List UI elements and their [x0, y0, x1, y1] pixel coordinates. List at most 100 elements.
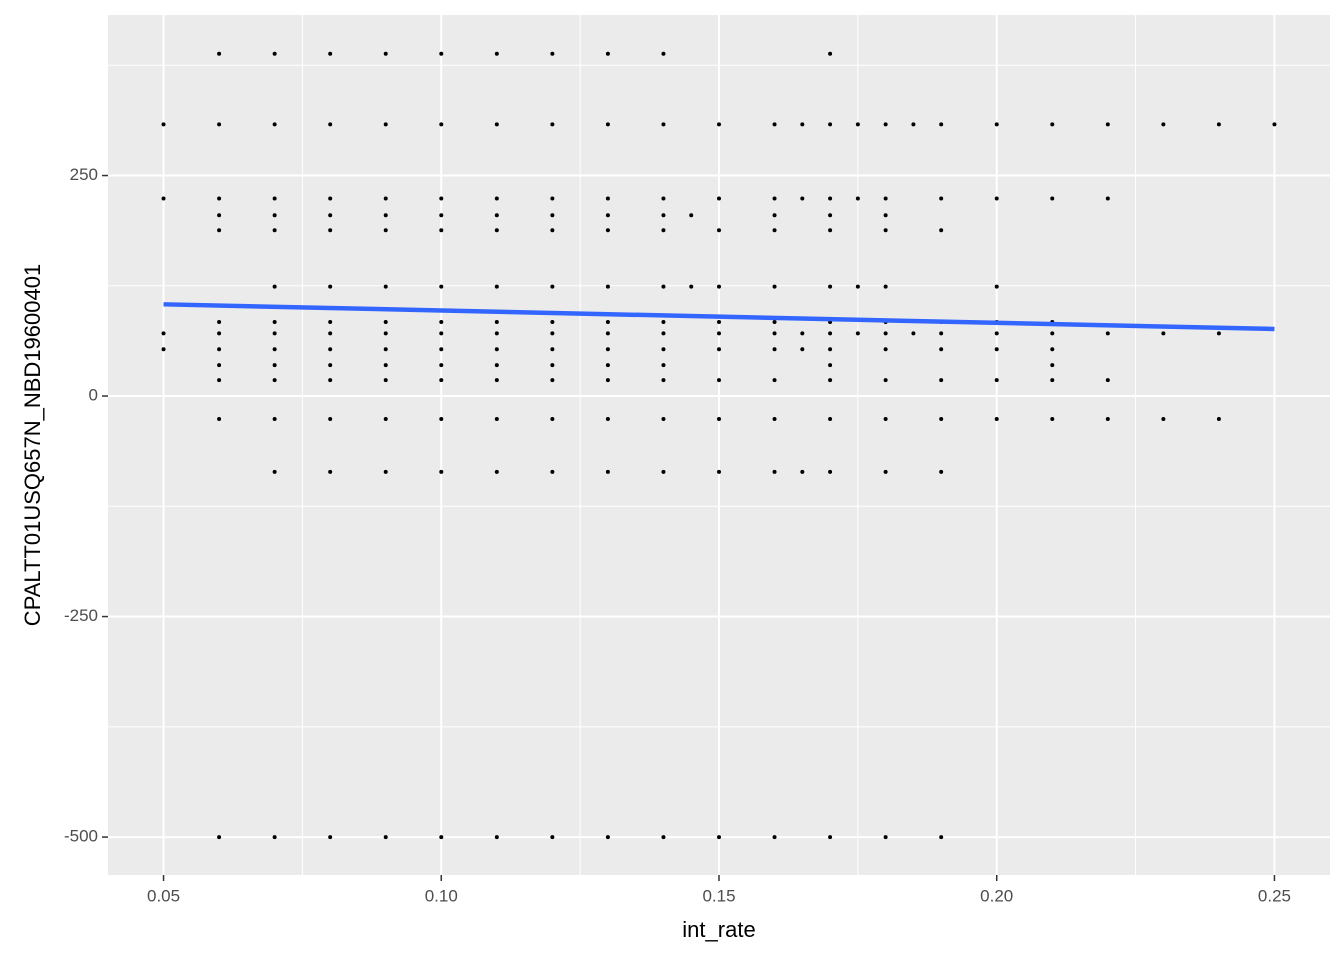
point [217, 363, 222, 368]
point [772, 469, 777, 474]
point [439, 196, 444, 201]
point [328, 122, 333, 127]
point [883, 213, 888, 218]
point [272, 51, 277, 56]
point [605, 835, 610, 840]
y-tick-label: -250 [64, 606, 98, 625]
point [328, 213, 333, 218]
point [383, 284, 388, 289]
point [1105, 378, 1110, 383]
point [772, 319, 777, 324]
point [439, 469, 444, 474]
point [828, 228, 833, 233]
point [883, 196, 888, 201]
point [1105, 196, 1110, 201]
trend-line [163, 302, 1275, 332]
point [855, 331, 860, 336]
point [439, 213, 444, 218]
point [550, 469, 555, 474]
point [717, 378, 721, 383]
point [272, 347, 277, 352]
point [383, 331, 388, 336]
point [828, 284, 833, 289]
point [800, 196, 805, 201]
point [494, 284, 499, 289]
point [994, 378, 999, 383]
point [661, 284, 666, 289]
point [272, 228, 277, 233]
point [939, 122, 944, 127]
point [272, 196, 277, 201]
point [772, 228, 777, 233]
point [772, 378, 777, 383]
point [494, 51, 499, 56]
point [1050, 347, 1055, 352]
point [550, 416, 555, 421]
point [828, 122, 833, 127]
point [661, 319, 666, 324]
point [1105, 122, 1110, 127]
point [494, 122, 499, 127]
point [661, 835, 666, 840]
point [605, 213, 610, 218]
point [828, 196, 833, 201]
point [272, 835, 277, 840]
point [439, 51, 444, 56]
point [661, 196, 666, 201]
point [272, 416, 277, 421]
point [661, 416, 666, 421]
point [661, 51, 666, 56]
point [994, 122, 999, 127]
point [605, 284, 610, 289]
y-axis-title: CPALTT01USQ657N_NBD19600401 [20, 264, 45, 626]
point [717, 319, 721, 324]
point [855, 284, 860, 289]
point [494, 416, 499, 421]
point [939, 196, 944, 201]
point [494, 469, 499, 474]
point [939, 347, 944, 352]
point [328, 319, 333, 324]
point [939, 378, 944, 383]
point [1161, 416, 1166, 421]
point [272, 363, 277, 368]
point [161, 122, 166, 127]
point [439, 331, 444, 336]
point [828, 347, 833, 352]
point [800, 469, 805, 474]
point [1161, 331, 1166, 336]
point [772, 347, 777, 352]
point [217, 122, 222, 127]
x-axis-title: int_rate [682, 917, 755, 942]
point [828, 51, 833, 56]
point [328, 469, 333, 474]
axes: 0.05 0.10 0.15 0.20 0.25 -500 -250 0 250 [64, 165, 1291, 905]
x-tick-label: 0.05 [147, 886, 180, 905]
point [1050, 378, 1055, 383]
point [1216, 331, 1221, 336]
point [494, 331, 499, 336]
point [439, 284, 444, 289]
point [772, 284, 777, 289]
point [883, 378, 888, 383]
point [494, 378, 499, 383]
point [328, 835, 333, 840]
point [717, 416, 721, 421]
point [605, 196, 610, 201]
point [1216, 122, 1221, 127]
point [439, 228, 444, 233]
point [883, 469, 888, 474]
x-tick-label: 0.25 [1258, 886, 1291, 905]
point [717, 196, 721, 201]
point [494, 835, 499, 840]
point [605, 469, 610, 474]
point [439, 122, 444, 127]
point [717, 122, 721, 127]
point [217, 51, 222, 56]
point [494, 213, 499, 218]
point [439, 363, 444, 368]
point [1050, 331, 1055, 336]
point [383, 363, 388, 368]
point [328, 416, 333, 421]
